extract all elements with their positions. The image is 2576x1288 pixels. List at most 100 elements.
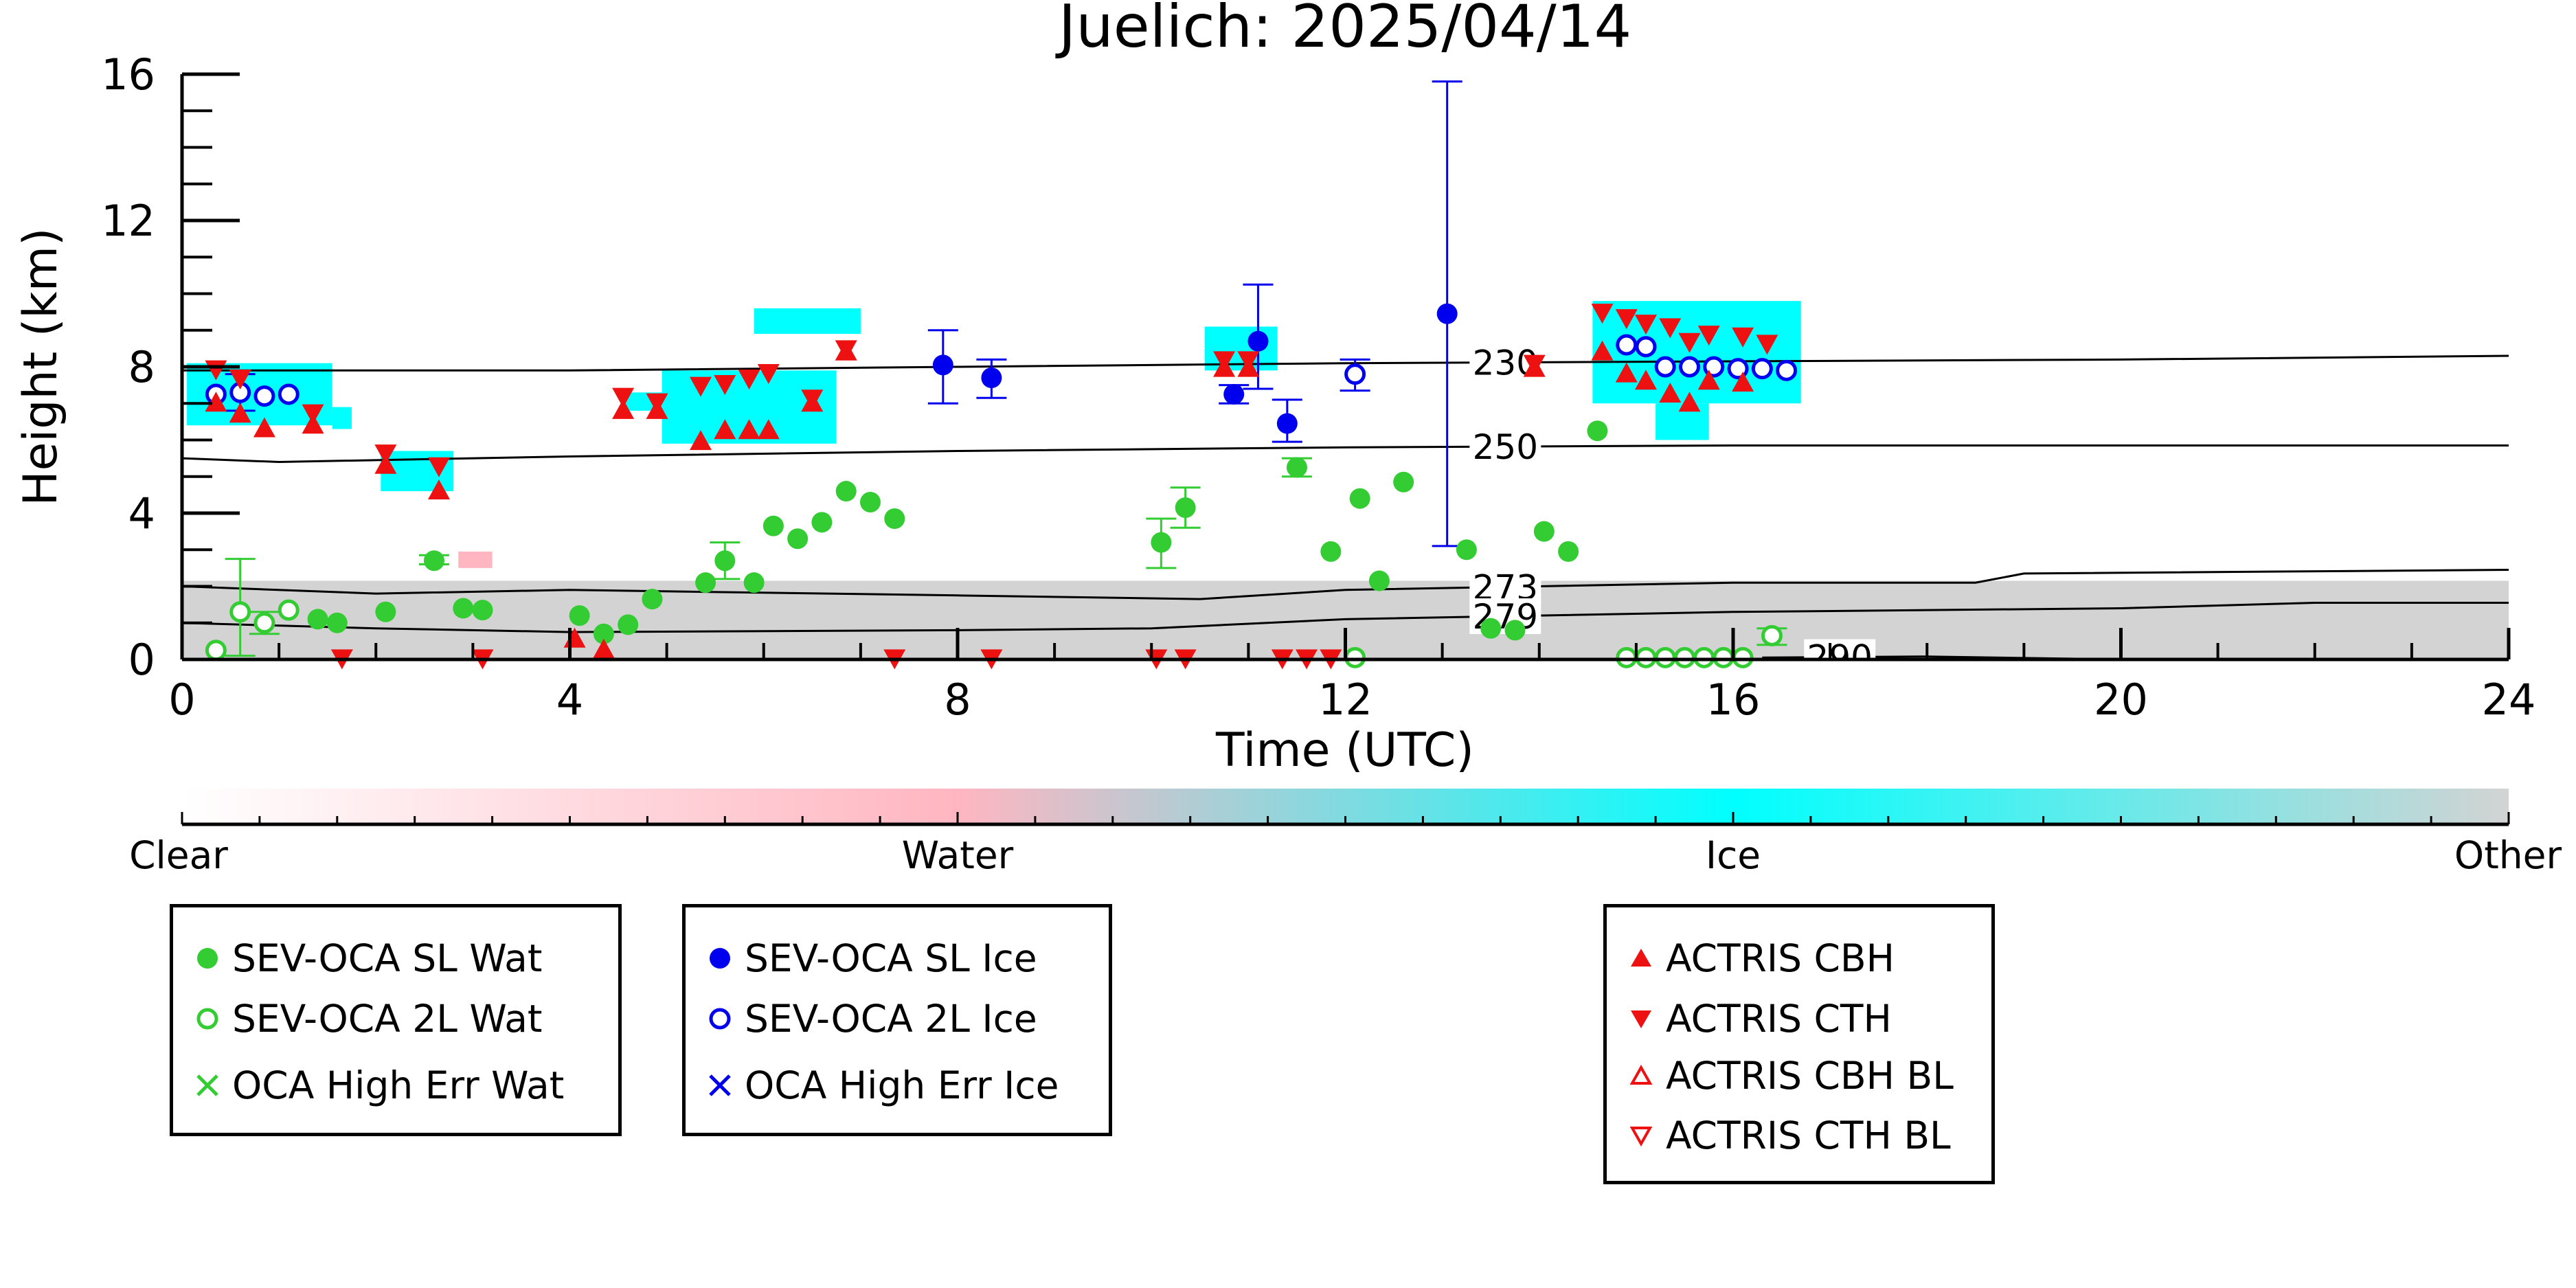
legend-label: OCA High Err Wat: [232, 1063, 565, 1107]
point-actris-cth: [835, 340, 857, 361]
point-actris-cth: [1237, 351, 1260, 372]
point-sev-oca-sl-wat: [835, 481, 857, 502]
point-sev-oca-sl-ice: [932, 354, 953, 376]
point-sev-oca-2l-wat: [1732, 646, 1754, 668]
cloud-classification-layer: [182, 301, 2509, 659]
point-sev-oca-sl-wat: [423, 550, 444, 572]
point-sev-oca-sl-wat: [453, 598, 474, 619]
point-actris-cth: [374, 444, 397, 465]
legend-item-actris-cth: ACTRIS CTH: [1625, 997, 1892, 1041]
point-sev-oca-sl-wat: [1286, 457, 1307, 478]
x-tick-label: 0: [168, 675, 195, 725]
point-actris-cth: [690, 376, 712, 397]
x-tick-label: 8: [944, 675, 971, 725]
point-actris-cbh: [592, 638, 615, 659]
point-actris-cth: [1634, 315, 1657, 335]
point-sev-oca-2l-wat: [1761, 624, 1783, 646]
classification-region-ice: [754, 308, 861, 335]
isotherm-279: [182, 602, 2509, 633]
point-sev-oca-sl-wat: [1456, 539, 1477, 561]
open-triangle-up-icon: [1625, 1055, 1658, 1096]
y-tick-label: 8: [128, 342, 155, 392]
filled-circle-icon: [703, 938, 736, 979]
point-sev-oca-sl-wat: [743, 572, 765, 594]
point-sev-oca-2l-ice: [1751, 358, 1773, 380]
triangle-up-icon: [1625, 938, 1658, 979]
point-actris-cbh: [1634, 370, 1657, 390]
point-actris-cth: [714, 374, 736, 395]
x-mark-icon: [703, 1065, 736, 1106]
x-axis-label: Time (UTC): [1215, 723, 1474, 778]
point-sev-oca-2l-ice: [1654, 356, 1676, 378]
point-sev-oca-2l-ice: [1344, 363, 1366, 385]
point-actris-cth: [1732, 327, 1754, 348]
point-actris-cbh: [1697, 370, 1720, 390]
point-actris-cbh: [1659, 382, 1682, 403]
point-sev-oca-sl-wat: [762, 515, 784, 536]
point-sev-oca-2l-wat: [253, 612, 275, 634]
point-sev-oca-sl-wat: [472, 600, 493, 621]
legend-label: ACTRIS CBH: [1666, 936, 1895, 980]
point-actris-cth: [229, 369, 251, 389]
point-sev-oca-sl-wat: [375, 601, 396, 622]
isotherm-250: [182, 444, 2509, 464]
legend-item-actris-cth-bl: ACTRIS CTH BL: [1625, 1114, 1951, 1157]
point-sev-oca-sl-wat: [1349, 488, 1370, 509]
point-sev-oca-sl-wat: [326, 612, 348, 633]
point-sev-oca-sl-wat: [1480, 618, 1502, 639]
chart-title: Juelich: 2025/04/14: [1055, 0, 1631, 61]
point-sev-oca-sl-ice: [1276, 413, 1298, 434]
point-actris-cbh: [205, 392, 227, 412]
legend-label: SEV-OCA SL Wat: [232, 936, 543, 980]
point-actris-cbh: [612, 398, 635, 419]
point-actris-cth: [1697, 326, 1720, 346]
point-sev-oca-2l-wat: [1673, 646, 1695, 668]
legend-actris: ACTRIS CBH ACTRIS CTH ACTRIS CBH BL ACTR…: [1603, 904, 1995, 1184]
point-sev-oca-sl-wat: [1533, 521, 1555, 542]
point-sev-oca-2l-ice: [1616, 334, 1638, 356]
legend-ice: SEV-OCA SL Ice SEV-OCA 2L Ice OCA High E…: [682, 904, 1112, 1136]
point-sev-oca-sl-wat: [714, 550, 736, 572]
y-tick-label: 12: [101, 196, 155, 246]
x-tick-label: 4: [556, 675, 583, 725]
point-actris-cbh: [690, 430, 712, 451]
point-sev-oca-2l-wat: [278, 599, 300, 621]
colorbar-ticks: [181, 812, 2510, 824]
legend-label: SEV-OCA SL Ice: [745, 936, 1037, 980]
point-actris-cbh: [253, 417, 275, 438]
classification-region-ice: [332, 407, 352, 429]
legend-label: ACTRIS CTH: [1666, 997, 1892, 1041]
point-sev-oca-2l-ice: [253, 385, 275, 407]
point-actris-cbh: [1732, 371, 1754, 392]
point-sev-oca-sl-wat: [307, 609, 328, 630]
point-sev-oca-sl-ice: [981, 367, 1002, 388]
isotherm-230: [182, 354, 2509, 372]
point-actris-cth: [646, 393, 668, 414]
point-actris-cbh: [1615, 362, 1638, 383]
isotherm-label-250: 250: [1473, 427, 1538, 467]
point-actris-cth: [757, 363, 780, 384]
colorbar-label-clear: Clear: [129, 833, 228, 877]
x-tick-label: 24: [2482, 675, 2536, 725]
point-actris-cbh: [1591, 340, 1614, 361]
point-sev-oca-sl-wat: [1393, 471, 1414, 493]
filled-circle-icon: [191, 938, 224, 979]
point-actris-cth: [1756, 335, 1778, 355]
point-sev-oca-2l-ice: [1678, 356, 1700, 378]
isotherm-273: [182, 569, 2509, 600]
x-tick-label: 20: [2094, 675, 2148, 725]
legend-item-sev-oca-2l-wat: SEV-OCA 2L Wat: [191, 997, 543, 1041]
point-actris-cth: [1523, 354, 1546, 375]
point-actris-cth: [1659, 318, 1682, 339]
point-sev-oca-sl-wat: [1558, 541, 1579, 562]
y-tick-label: 4: [128, 488, 155, 539]
point-actris-cbh: [738, 419, 760, 440]
colorbar-label-ice: Ice: [1706, 833, 1761, 877]
legend-item-sev-oca-sl-wat: SEV-OCA SL Wat: [191, 936, 543, 980]
point-sev-oca-sl-wat: [811, 512, 833, 533]
open-triangle-down-icon: [1625, 1115, 1658, 1156]
classification-colorbar: Clear Water Ice Other: [129, 789, 2562, 877]
legend-label: ACTRIS CBH BL: [1666, 1054, 1954, 1098]
